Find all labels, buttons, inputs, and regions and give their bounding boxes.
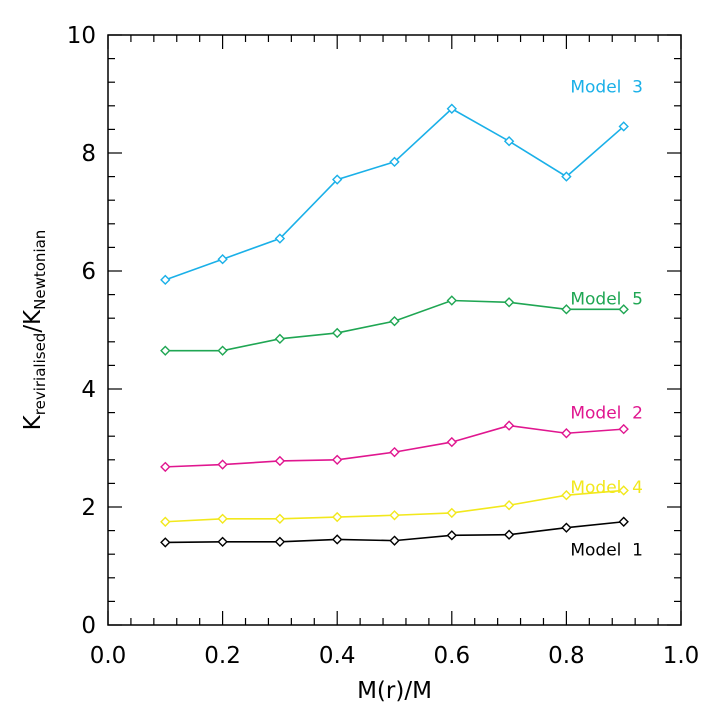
x-tick-label: 0.2 — [204, 643, 241, 669]
data-point-model-4 — [618, 485, 629, 496]
data-point-model-4 — [160, 516, 171, 527]
y-axis-title-k2: K — [20, 309, 46, 325]
y-axis-title-k1: K — [20, 414, 46, 430]
data-point-model-2 — [618, 423, 629, 435]
data-point-model-2 — [561, 428, 572, 439]
data-point-model-5 — [446, 295, 457, 306]
data-point-model-4 — [217, 513, 228, 524]
y-axis-title-sub1: revirialised — [31, 333, 49, 416]
data-point-model-4 — [332, 511, 343, 523]
series-label-model-4: Model 4 — [570, 478, 643, 498]
series-labels: Model 3 Model 5 Model 2 Model 4 Model 1 — [570, 77, 643, 560]
series-label-model-3: Model 3 — [570, 77, 643, 97]
data-point-model-5 — [217, 345, 228, 356]
data-point-model-3 — [503, 136, 515, 147]
data-point-model-2 — [503, 420, 515, 431]
data-point-model-1 — [160, 537, 171, 548]
y-tick-labels: 0 2 4 6 8 10 — [67, 23, 96, 639]
y-tick-label: 8 — [81, 141, 96, 167]
series-line-model-3 — [165, 107, 625, 281]
data-point-model-5 — [503, 297, 515, 308]
series-label-model-1: Model 1 — [570, 540, 643, 560]
data-point-model-1 — [446, 530, 457, 541]
series-label-model-5: Model 5 — [570, 290, 643, 310]
y-axis-title-slash: / — [20, 325, 46, 333]
x-tick-label: 0.4 — [319, 643, 356, 669]
data-point-model-3 — [618, 121, 629, 132]
data-point-model-5 — [332, 327, 343, 339]
data-point-model-2 — [332, 454, 343, 465]
data-point-model-3 — [561, 171, 572, 182]
data-point-model-1 — [332, 534, 343, 545]
y-axis-title: Krevirialised/KNewtonian — [20, 230, 49, 431]
data-point-model-3 — [217, 254, 228, 265]
y-tick-label: 6 — [81, 259, 96, 285]
data-point-model-4 — [503, 500, 515, 511]
data-point-model-2 — [217, 459, 228, 470]
x-axis-title: M(r)/M — [357, 678, 432, 704]
data-point-model-5 — [160, 345, 171, 356]
data-point-model-5 — [389, 315, 400, 327]
plot-frame — [107, 34, 682, 626]
x-tick-label: 0.8 — [548, 643, 585, 669]
data-point-model-1 — [274, 536, 286, 547]
y-tick-label: 10 — [67, 23, 96, 49]
y-tick-label: 4 — [81, 377, 96, 403]
x-tick-label: 0.6 — [434, 643, 471, 669]
y-axis-title-sub2: Newtonian — [31, 230, 49, 310]
series-line-model-2 — [165, 424, 624, 468]
data-point-model-1 — [389, 535, 400, 546]
data-point-model-4 — [274, 513, 286, 524]
data-point-model-2 — [389, 446, 400, 458]
data-point-model-5 — [274, 333, 286, 345]
data-point-model-2 — [274, 455, 286, 467]
y-tick-label: 2 — [81, 495, 96, 521]
x-tick-label: 1.0 — [663, 643, 700, 669]
data-point-model-3 — [160, 274, 171, 286]
data-point-model-1 — [561, 522, 572, 533]
axis-ticks — [107, 34, 682, 626]
data-point-model-4 — [446, 507, 457, 519]
data-point-model-4 — [561, 490, 572, 501]
y-tick-label: 0 — [81, 613, 96, 639]
data-point-model-1 — [217, 536, 228, 547]
x-tick-labels: 0.0 0.2 0.4 0.6 0.8 1.0 — [90, 643, 700, 669]
data-point-model-3 — [389, 156, 400, 168]
data-point-model-3 — [332, 174, 343, 185]
series-lines — [160, 103, 629, 548]
data-point-model-2 — [446, 436, 457, 448]
data-point-model-2 — [160, 461, 171, 473]
series-label-model-2: Model 2 — [570, 404, 643, 424]
data-point-model-4 — [389, 510, 400, 521]
x-tick-label: 0.0 — [90, 643, 127, 669]
data-point-model-5 — [561, 304, 572, 315]
data-point-model-1 — [618, 516, 629, 527]
data-point-model-5 — [618, 304, 629, 315]
data-point-model-3 — [446, 103, 457, 114]
data-point-model-1 — [503, 529, 515, 540]
data-point-model-3 — [274, 233, 286, 244]
